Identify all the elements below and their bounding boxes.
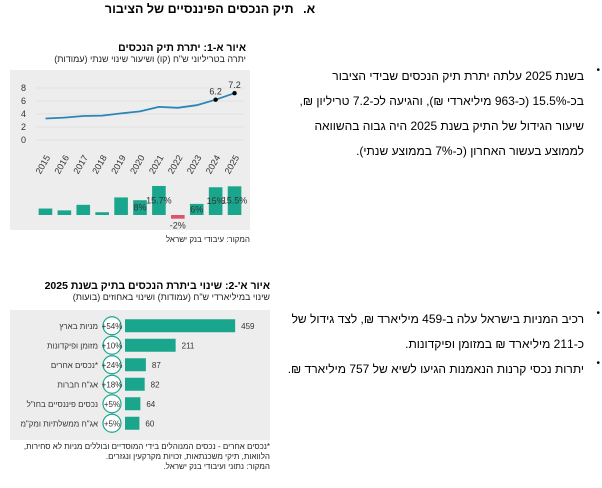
x-tick-label: 2024 — [204, 153, 223, 175]
figure2-caption: איור א'-2: שינוי ביתרת הנכסים בתיק בשנת … — [10, 280, 270, 302]
bar-value-label: -2% — [170, 221, 186, 230]
bar-value-label: 87 — [152, 361, 161, 370]
line-series — [45, 92, 235, 120]
annual-change-bar — [133, 200, 147, 215]
change-bar — [125, 319, 236, 333]
category-label: מזומן ופיקדונות — [47, 341, 98, 350]
bullet-text: רכיב המניות בישראל עלה ב-459 מיליארד ₪, … — [291, 312, 584, 351]
x-tick-label: 2021 — [147, 153, 166, 175]
annual-change-bar — [208, 187, 223, 215]
pct-bubble — [102, 316, 122, 336]
category-label: מניות בארץ — [59, 322, 98, 331]
figure1-caption-rest: יתרת תיק הנכסים — [118, 42, 204, 54]
x-tick-label: 2023 — [185, 153, 204, 175]
line-point-marker — [232, 91, 237, 96]
bar-value-label: 15% — [207, 196, 225, 206]
figure2-footnote: *נכסים אחרים - נכסים המנוהלים בידי המוסד… — [23, 442, 270, 461]
annual-change-bar — [189, 203, 204, 215]
section-title: א. תיק הנכסים הפיננסיים של הציבור — [0, 2, 420, 16]
change-bar — [125, 338, 176, 352]
y-tick-label: 6 — [21, 96, 26, 106]
figure1-source: המקור: עיבודי בנק ישראל — [165, 235, 250, 244]
x-tick-label: 2020 — [128, 153, 147, 175]
pct-bubble-label: +54% — [102, 322, 123, 331]
annual-change-bar — [76, 204, 91, 215]
figure2-panel: מניות בארץ +54% 459 מזומן ופיקדונות +10% 211 נ… — [10, 310, 270, 440]
bar-value-label: 60 — [145, 419, 154, 428]
figure2-caption-bold: איור א'-2: — [225, 280, 270, 292]
bar-value-label: 459 — [241, 322, 255, 331]
bar-value-label: 64 — [146, 400, 155, 409]
pct-bubble-label: +18% — [102, 380, 123, 389]
bar-value-label: 15.7% — [146, 195, 172, 205]
bullet-text: בשנת 2025 עלתה יתרת תיק הנכסים שבידי הצי… — [299, 69, 584, 158]
pct-bubble — [102, 394, 122, 414]
top-bullets: • בשנת 2025 עלתה יתרת תיק הנכסים שבידי ה… — [284, 64, 600, 164]
figure2-subtitle: שינוי במיליארדי ש"ח (עמודות) ושינוי באחו… — [72, 292, 270, 302]
x-tick-label: 2018 — [90, 153, 109, 175]
figure1-caption: איור א-1: יתרת תיק הנכסים יתרה בטריליוני… — [10, 42, 246, 64]
category-label: אג"ח חברות — [57, 380, 98, 389]
change-bar — [125, 397, 141, 411]
pct-bubble-label: +24% — [102, 361, 123, 370]
y-tick-label: 8 — [21, 83, 26, 93]
change-bar — [125, 377, 145, 391]
x-tick-label: 2022 — [166, 153, 185, 175]
change-bar — [125, 358, 146, 372]
bullet-icon: • — [596, 308, 600, 319]
bar-value-label: 8% — [133, 203, 146, 213]
pct-bubble — [102, 374, 122, 394]
x-tick-label: 2025 — [223, 153, 242, 175]
category-label: נכסים פיננסיים בחו"ל — [27, 400, 98, 409]
bullet-icon: • — [596, 65, 600, 76]
figure1-subtitle: יתרה בטריליוני ש"ח (קו) ושיעור שינוי שנת… — [54, 54, 246, 64]
annual-change-bar — [114, 197, 128, 215]
category-label: נכסים אחרים* — [51, 361, 98, 370]
bullet-text: יתרות נכסי קרנות הנאמנות הגיעו לשיא של 7… — [287, 362, 584, 376]
category-label: אג"ח ממשלתיות ומק"מ — [20, 419, 98, 428]
figure1-panel: 0 2 4 6 8 6.2 7.2 2015 2016 2017 2018 2019 2020 2021 2… — [10, 70, 250, 231]
bar-value-label: 82 — [151, 380, 160, 389]
x-tick-label: 2019 — [109, 153, 128, 175]
x-tick-label: 2017 — [71, 153, 90, 175]
annual-change-bar — [38, 208, 53, 215]
change-bar — [125, 416, 140, 430]
line-point-marker — [213, 97, 218, 102]
figure2-chart: מניות בארץ +54% 459 מזומן ופיקדונות +10% 211 נ… — [20, 316, 255, 433]
section-heading: תיק הנכסים הפיננסיים של הציבור — [104, 2, 294, 16]
y-tick-label: 2 — [21, 122, 26, 132]
annual-change-bar — [57, 210, 72, 215]
annual-change-bar — [95, 212, 109, 215]
pct-bubble — [102, 335, 122, 355]
annual-change-bar — [171, 215, 185, 219]
x-tick-label: 2015 — [34, 153, 53, 175]
section-letter: א. — [303, 2, 316, 16]
figure2-source: המקור: נתוני ועיבודי בנק ישראל. — [163, 462, 270, 471]
bar-value-label: 15.5% — [222, 196, 248, 206]
annual-change-bar — [152, 185, 166, 215]
y-tick-label: 4 — [21, 109, 26, 119]
pct-bubble-label: +10% — [102, 341, 123, 350]
pct-bubble-label: +5% — [104, 400, 120, 409]
figure2-notes: *נכסים אחרים - נכסים המנוהלים בידי המוסד… — [10, 442, 270, 472]
y-tick-label: 0 — [21, 135, 26, 145]
line-point-label: 7.2 — [228, 80, 241, 90]
bullet-icon: • — [596, 358, 600, 369]
pct-bubble-label: +5% — [104, 419, 120, 428]
figure2-caption-rest: שינוי ביתרת הנכסים בתיק בשנת 2025 — [44, 280, 226, 292]
pct-bubble — [102, 355, 122, 375]
bottom-bullets: • רכיב המניות בישראל עלה ב-459 מיליארד ₪… — [284, 307, 600, 382]
figure1-caption-bold: איור א-1: — [203, 42, 246, 54]
bar-value-label: 6% — [190, 204, 203, 214]
line-point-label: 6.2 — [209, 87, 222, 97]
bar-value-label: 211 — [182, 341, 195, 350]
x-tick-label: 2016 — [52, 153, 71, 175]
pct-bubble — [102, 413, 122, 433]
annual-change-bar — [227, 186, 242, 215]
